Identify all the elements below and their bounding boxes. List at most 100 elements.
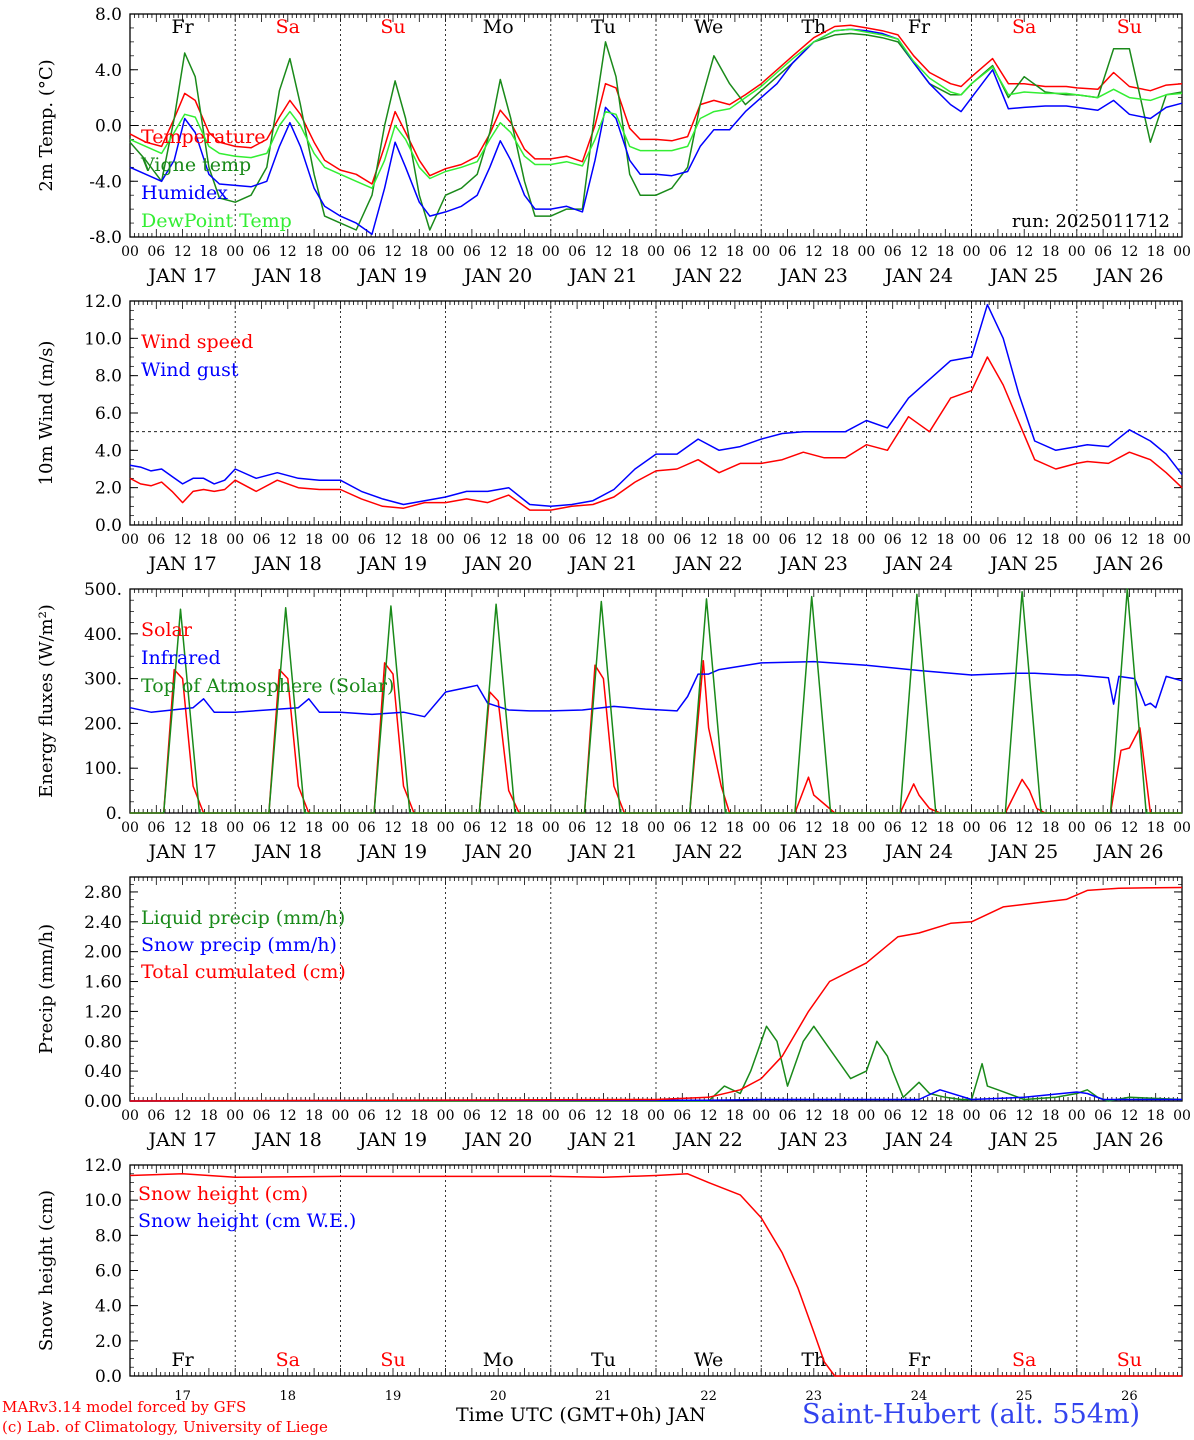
snow-day-name: Tu xyxy=(591,1349,616,1371)
energy-date-label: JAN 21 xyxy=(567,841,637,863)
energy-hour-label: 06 xyxy=(1094,820,1112,836)
snow-day-name: Mo xyxy=(483,1349,514,1371)
wind-date-label: JAN 26 xyxy=(1093,553,1163,575)
wind-hour-label: 06 xyxy=(253,532,271,548)
snow-day-name: Fr xyxy=(908,1349,931,1371)
wind-series-wind-speed xyxy=(129,356,1183,511)
temp-day-name: Sa xyxy=(1012,16,1036,38)
snow-y-axis-title: Snow height (cm) xyxy=(36,1190,57,1351)
wind-hour-label: 18 xyxy=(621,532,639,548)
energy-hour-label: 12 xyxy=(384,820,402,836)
energy-hour-label: 12 xyxy=(1015,820,1033,836)
energy-hour-label: 12 xyxy=(279,820,297,836)
precip-panel: 0.00 0.40 0.80 1.20 1.60 2.00 2.40 2.80 Precip (… xyxy=(36,876,1191,1151)
snow-y-tick-label: 4.0 xyxy=(95,1297,122,1317)
temp-y-tick-label: 8.0 xyxy=(95,5,122,25)
precip-hour-label: 12 xyxy=(1120,1108,1138,1124)
wind-hour-label: 06 xyxy=(568,532,586,548)
precip-hour-label: 06 xyxy=(884,1108,902,1124)
wind-hour-label: 00 xyxy=(963,532,981,548)
energy-y-tick-label: 300. xyxy=(84,670,122,690)
energy-hour-label: 06 xyxy=(253,820,271,836)
day-number-label: 17 xyxy=(174,1389,191,1404)
temp-hour-label: 18 xyxy=(516,244,534,260)
energy-legend-entry: Top of Atmosphere (Solar) xyxy=(141,675,394,697)
energy-date-label: JAN 20 xyxy=(462,841,532,863)
wind-hour-label: 18 xyxy=(305,532,323,548)
temp-series-dewpoint-temp xyxy=(129,28,1183,189)
snow-day-name: Su xyxy=(380,1349,405,1371)
precip-hour-label: 06 xyxy=(147,1108,165,1124)
precip-y-tick-label: 1.60 xyxy=(84,973,122,993)
snow-panel: 0.0 2.0 4.0 6.0 8.0 10.0 12.0 Snow height (cm) 1… xyxy=(36,1156,1183,1404)
precip-date-label: JAN 21 xyxy=(567,1129,637,1151)
wind-hour-label: 18 xyxy=(516,532,534,548)
wind-hour-label: 18 xyxy=(936,532,954,548)
wind-hour-label: 06 xyxy=(989,532,1007,548)
precip-hour-label: 12 xyxy=(174,1108,192,1124)
precip-y-tick-label: 0.80 xyxy=(84,1032,122,1052)
wind-hour-label: 00 xyxy=(647,532,665,548)
snow-y-tick-label: 10.0 xyxy=(84,1191,122,1211)
precip-hour-label: 18 xyxy=(936,1108,954,1124)
precip-hour-label: 06 xyxy=(568,1108,586,1124)
snow-y-tick-label: 6.0 xyxy=(95,1262,122,1282)
temp-hour-label: 00 xyxy=(647,244,665,260)
precip-hour-label: 00 xyxy=(963,1108,981,1124)
snow-y-tick-label: 8.0 xyxy=(95,1226,122,1246)
precip-date-label: JAN 22 xyxy=(673,1129,743,1151)
day-number-label: 21 xyxy=(595,1389,612,1404)
run-label: run: 2025011712 xyxy=(1012,211,1170,232)
temp-y-tick-label: 0.0 xyxy=(95,117,122,137)
energy-hour-label: 12 xyxy=(700,820,718,836)
temp-date-label: JAN 22 xyxy=(673,265,743,287)
temp-hour-label: 18 xyxy=(410,244,428,260)
temp-hour-label: 06 xyxy=(358,244,376,260)
temp-hour-label: 06 xyxy=(1094,244,1112,260)
precip-hour-label: 18 xyxy=(305,1108,323,1124)
energy-panel: 0. 100. 200. 300. 400. 500. Energy fluxes (W/m… xyxy=(36,580,1191,863)
snow-day-name: Sa xyxy=(276,1349,300,1371)
temp-hour-label: 12 xyxy=(1015,244,1033,260)
precip-hour-label: 00 xyxy=(1173,1108,1191,1124)
wind-y-tick-label: 0.0 xyxy=(95,516,122,536)
energy-hour-label: 12 xyxy=(910,820,928,836)
temp-hour-label: 00 xyxy=(542,244,560,260)
precip-date-label: JAN 19 xyxy=(357,1129,427,1151)
energy-series-top-of-atmosphere-solar xyxy=(130,588,1182,814)
snow-day-name: Sa xyxy=(1012,1349,1036,1371)
snow-y-tick-label: 2.0 xyxy=(95,1332,122,1352)
temp-hour-label: 18 xyxy=(726,244,744,260)
precip-date-label: JAN 17 xyxy=(147,1129,217,1151)
precip-hour-label: 18 xyxy=(410,1108,428,1124)
precip-hour-label: 18 xyxy=(831,1108,849,1124)
day-number-label: 22 xyxy=(700,1389,717,1404)
energy-hour-label: 06 xyxy=(147,820,165,836)
wind-hour-label: 18 xyxy=(200,532,218,548)
precip-hour-label: 18 xyxy=(726,1108,744,1124)
precip-series-liquid-precip-mm-h xyxy=(130,1025,1183,1102)
energy-hour-label: 06 xyxy=(779,820,797,836)
snow-day-name: Fr xyxy=(171,1349,194,1371)
temp-legend-entry: DewPoint Temp xyxy=(141,210,292,232)
energy-hour-label: 06 xyxy=(568,820,586,836)
energy-hour-label: 18 xyxy=(1042,820,1060,836)
snow-day-name: Su xyxy=(1117,1349,1142,1371)
temp-hour-label: 12 xyxy=(279,244,297,260)
snow-legend-entry: Snow height (cm W.E.) xyxy=(138,1210,356,1232)
wind-hour-label: 12 xyxy=(910,532,928,548)
temp-hour-label: 06 xyxy=(673,244,691,260)
wind-hour-label: 12 xyxy=(594,532,612,548)
energy-hour-label: 00 xyxy=(647,820,665,836)
temp-date-label: JAN 25 xyxy=(988,265,1058,287)
precip-date-label: JAN 20 xyxy=(462,1129,532,1151)
energy-date-label: JAN 18 xyxy=(252,841,322,863)
energy-hour-label: 12 xyxy=(489,820,507,836)
energy-hour-label: 06 xyxy=(884,820,902,836)
wind-hour-label: 12 xyxy=(489,532,507,548)
energy-date-label: JAN 23 xyxy=(778,841,848,863)
precip-hour-label: 00 xyxy=(121,1108,139,1124)
temp-hour-label: 00 xyxy=(1068,244,1086,260)
temp-hour-label: 18 xyxy=(1042,244,1060,260)
